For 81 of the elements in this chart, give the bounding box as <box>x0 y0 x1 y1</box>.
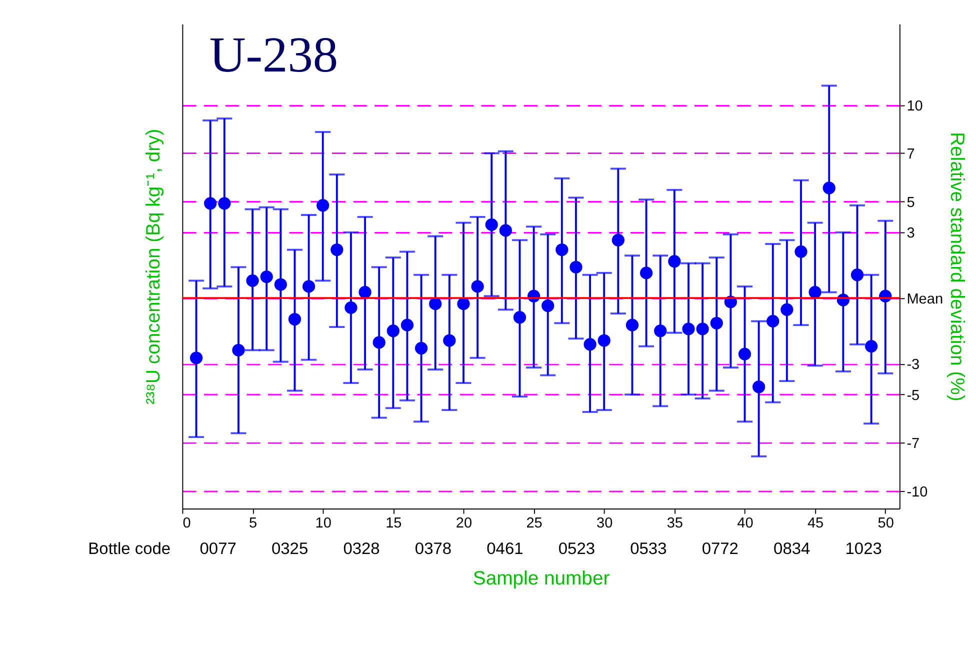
point <box>260 270 273 284</box>
text: 0328 <box>343 540 380 558</box>
y2-tick-label: 5 <box>906 194 915 211</box>
x-tick-label: 0 <box>182 515 191 532</box>
point <box>822 182 836 194</box>
point <box>443 334 456 347</box>
x-tick-label: 20 <box>456 515 472 532</box>
point <box>864 340 878 353</box>
point <box>626 318 639 332</box>
point <box>752 380 766 394</box>
y2-tick-label: 10 <box>906 98 923 114</box>
x-tick-label: 10 <box>315 515 332 532</box>
point <box>598 334 610 347</box>
point <box>794 245 808 258</box>
point <box>640 266 653 280</box>
y2-tick-label: -3 <box>906 357 920 374</box>
text: 0834 <box>774 540 810 558</box>
y2-axis-title: Relative standard deviation (%) <box>946 132 968 402</box>
point <box>429 298 442 310</box>
x-tick-label: 25 <box>526 515 542 532</box>
x-tick-label: 15 <box>386 515 402 532</box>
y2-tick-label: -7 <box>906 436 920 452</box>
point <box>850 268 864 282</box>
text: Bottle code <box>88 540 171 558</box>
point <box>696 322 709 336</box>
chart-title: U-238 <box>209 26 338 82</box>
y2-tick-label: -5 <box>906 388 920 404</box>
point <box>485 218 498 231</box>
x-tick-label: 50 <box>878 515 894 532</box>
point <box>808 286 822 299</box>
text: 0533 <box>630 540 667 558</box>
y2-tick-label: 3 <box>906 226 915 242</box>
text: 0325 <box>271 540 308 558</box>
point <box>542 299 554 312</box>
point <box>344 301 358 314</box>
text: 0378 <box>414 540 452 558</box>
point <box>274 278 287 291</box>
point <box>738 348 752 360</box>
text: 1023 <box>845 540 882 558</box>
point <box>766 314 780 328</box>
point <box>414 342 428 355</box>
point <box>246 274 259 287</box>
point <box>513 311 526 324</box>
point <box>400 318 414 332</box>
point <box>499 224 512 237</box>
point <box>654 324 667 338</box>
point <box>204 197 217 210</box>
text: 0461 <box>486 540 524 558</box>
point <box>372 336 386 349</box>
point <box>471 280 484 293</box>
point <box>386 324 400 338</box>
y-axis-title: ²³⁸U concentration (Bq kg⁻¹, dry) <box>142 128 164 405</box>
point <box>668 255 681 268</box>
x-tick-label: 35 <box>666 515 683 532</box>
point <box>288 312 302 326</box>
y2-tick-label: 7 <box>906 146 915 163</box>
text: 0523 <box>558 540 596 558</box>
point <box>330 243 344 256</box>
point <box>358 286 372 299</box>
point <box>190 352 203 364</box>
x-tick-label: 5 <box>248 515 258 532</box>
point <box>570 260 582 274</box>
y2-tick-label: Mean <box>906 291 944 308</box>
point <box>316 199 330 212</box>
point <box>218 197 231 210</box>
point <box>302 280 316 293</box>
point <box>612 234 624 246</box>
point <box>780 303 794 316</box>
x-axis-title: Sample number <box>472 568 610 590</box>
x-tick-label: 40 <box>737 515 754 532</box>
point <box>682 322 695 336</box>
point <box>584 338 596 351</box>
text: 0772 <box>702 540 738 558</box>
text: 0077 <box>200 540 236 558</box>
point <box>710 316 723 330</box>
x-tick-label: 45 <box>807 515 824 532</box>
y2-tick-label: -10 <box>906 484 928 500</box>
point <box>232 344 245 356</box>
point <box>556 243 568 256</box>
point <box>457 298 470 310</box>
x-tick-label: 30 <box>596 515 613 532</box>
